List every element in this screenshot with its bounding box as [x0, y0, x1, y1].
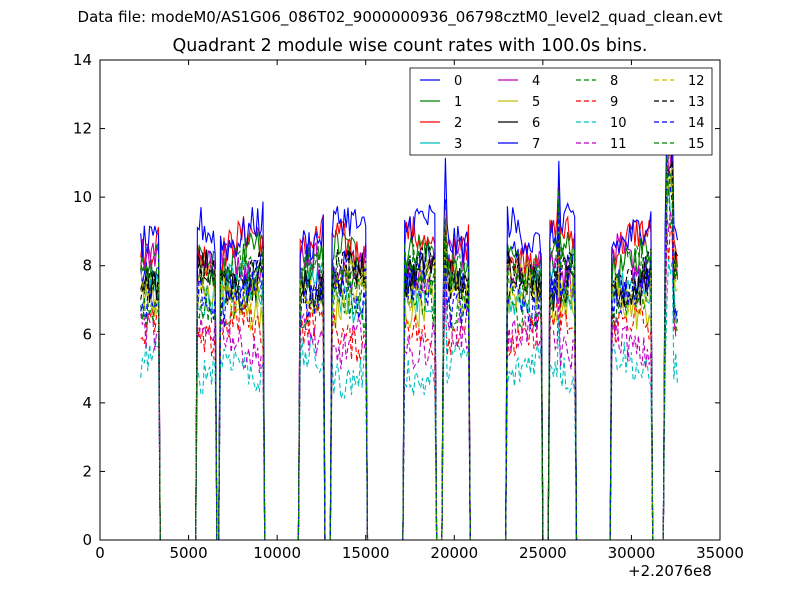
x-tick-label: 15000 [342, 544, 390, 562]
legend-label-0: 0 [454, 74, 462, 89]
legend-label-13: 13 [688, 95, 705, 110]
figure-suptitle: Data file: modeM0/AS1G06_086T02_90000009… [77, 8, 723, 26]
y-tick-label: 6 [82, 325, 92, 343]
y-tick-label: 12 [73, 120, 92, 138]
series-line-14 [140, 174, 679, 541]
x-tick-label: 10000 [253, 544, 301, 562]
y-tick-label: 2 [82, 462, 92, 480]
legend-label-12: 12 [688, 74, 705, 89]
legend-label-14: 14 [688, 116, 705, 131]
legend-label-8: 8 [610, 74, 618, 89]
x-tick-label: 5000 [169, 544, 207, 562]
legend-label-15: 15 [688, 137, 705, 152]
legend-label-11: 11 [610, 137, 627, 152]
chart-title: Quadrant 2 module wise count rates with … [172, 36, 648, 56]
y-tick-label: 10 [73, 188, 92, 206]
legend-label-5: 5 [532, 95, 540, 110]
legend-label-9: 9 [610, 95, 618, 110]
x-axis-offset-label: +2.2076e8 [628, 562, 712, 580]
y-tick-label: 4 [82, 394, 92, 412]
series-line-10 [140, 259, 679, 541]
x-tick-label: 0 [95, 544, 105, 562]
y-tick-label: 8 [82, 257, 92, 275]
legend-label-4: 4 [532, 74, 540, 89]
y-tick-label: 0 [82, 531, 92, 549]
tick-layer: 0 5000 10000 15000 20000 25000 30000 35000 0 2 4 6 8… [73, 51, 744, 562]
legend-label-3: 3 [454, 137, 462, 152]
legend-label-10: 10 [610, 116, 627, 131]
y-tick-label: 14 [73, 51, 92, 69]
legend-label-6: 6 [532, 116, 540, 131]
axes-frame [99, 59, 721, 541]
series-line-11 [140, 211, 678, 541]
x-tick-label: 25000 [519, 544, 567, 562]
legend-label-7: 7 [532, 137, 540, 152]
legend-box [409, 67, 713, 156]
legend-label-2: 2 [454, 116, 462, 131]
x-tick-label: 30000 [608, 544, 656, 562]
x-tick-label: 20000 [430, 544, 478, 562]
x-tick-label: 35000 [696, 544, 744, 562]
legend-label-1: 1 [454, 95, 462, 110]
